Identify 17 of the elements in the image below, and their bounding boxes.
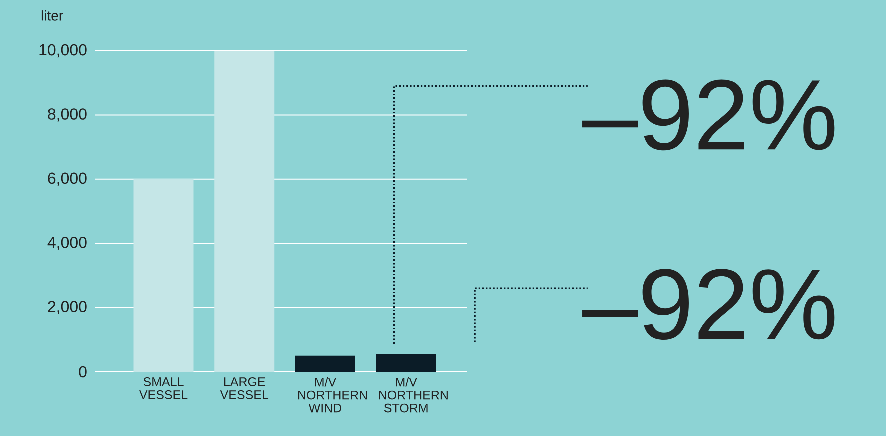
text: –92% [582,269,835,340]
y-tick-label: 2,000 [48,301,87,314]
x-tick-label: SMALL VESSEL [139,378,188,400]
y-tick-label: 4,000 [48,236,87,250]
text: –92% [582,80,835,151]
x-tick-label: LARGE VESSEL [220,378,269,400]
y-tick-label: 8,000 [48,108,87,122]
bar [295,356,356,372]
x-tick-label: M/V NORTHERN STORM [379,378,448,413]
bar [134,179,194,372]
y-tick-label: 10,000 [40,44,87,58]
x-tick-label: M/V NORTHERN WIND [298,378,368,413]
bar [214,50,275,372]
y-tick-label: 0 [79,366,87,378]
y-axis-title: liter [42,10,64,21]
bar [376,354,436,372]
y-tick-label: 6,000 [48,172,87,186]
